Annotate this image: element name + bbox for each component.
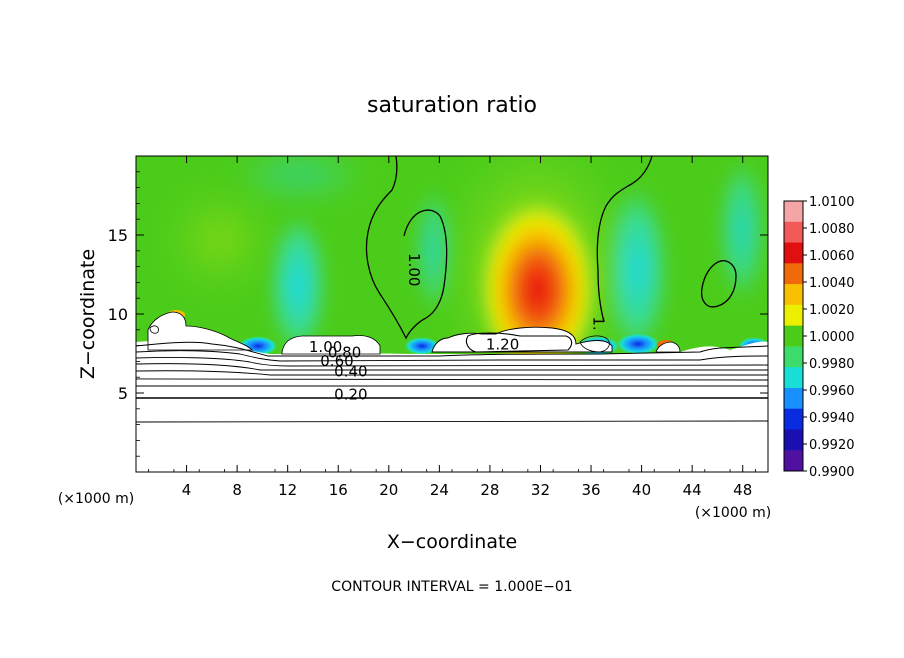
cloud-right (655, 341, 681, 353)
colorbar-band (784, 408, 803, 430)
colorbar-tick-label: 1.0040 (809, 276, 855, 291)
x-tick-label: 8 (232, 481, 242, 499)
colorbar-tick-label: 0.9960 (809, 384, 855, 399)
contour-label: 0.20 (334, 385, 367, 403)
plot-field: 1.001.000.800.600.400.201.201. (136, 156, 768, 472)
x-tick-label: 40 (632, 481, 651, 499)
cloud-left (147, 311, 253, 351)
contour-1-00-right (596, 156, 653, 323)
yellow-region-left (160, 180, 280, 300)
colorbar-tick-label: 1.0020 (809, 303, 855, 318)
colorbar-band (784, 263, 803, 285)
blue-spot-5 (404, 337, 440, 355)
contour-label: 1.00 (309, 338, 342, 356)
x-tick-label: 36 (581, 481, 600, 499)
contour-label: 1. (590, 316, 608, 330)
colorbar-band (784, 450, 803, 472)
contour-label: 0.40 (334, 362, 367, 380)
colorbar-tick-label: 1.0080 (809, 222, 855, 237)
colorbar-band (784, 429, 803, 451)
colorbar-tick-label: 1.0060 (809, 249, 855, 264)
contour-1-20-loop (465, 332, 573, 353)
y-axis: 5 10 15 (108, 171, 768, 457)
x-tick-label: 48 (733, 481, 752, 499)
colorbar: 1.0100 1.0080 1.0060 1.0040 1.0020 1.0000 0.99… (783, 195, 855, 480)
contour-0-80 (136, 350, 768, 362)
x-tick-label: 28 (480, 481, 499, 499)
y-tick-label: 10 (108, 305, 128, 324)
contour-0-70 (136, 357, 768, 367)
contour-lines (136, 156, 768, 423)
x-tick-label: 44 (683, 481, 702, 499)
contour-label: 1.20 (486, 336, 519, 354)
colorbar-tick-label: 1.0100 (809, 195, 855, 210)
chart-title: saturation ratio (367, 93, 537, 118)
cyan-region-top (230, 156, 370, 200)
x-axis-unit: (×1000 m) (695, 505, 771, 521)
cyan-region-far-right (716, 156, 768, 310)
contour-small-loops (149, 325, 610, 353)
subsaturated-region (136, 340, 768, 472)
contour-closed-right (700, 260, 737, 308)
contour-0-40 (136, 378, 768, 381)
contour-1-00-floor (136, 341, 768, 357)
colorbar-tick-label: 0.9940 (809, 411, 855, 426)
blue-spot-3 (616, 333, 660, 355)
x-tick-label: 16 (329, 481, 348, 499)
z-axis-unit: (×1000 m) (58, 491, 134, 507)
x-tick-label: 12 (278, 481, 297, 499)
x-tick-label: 20 (379, 481, 398, 499)
colorbar-band (784, 201, 803, 223)
contour-0-50 (136, 370, 768, 376)
colorbar-band (784, 284, 803, 306)
colorbar-band (784, 346, 803, 368)
contour-interval-note: CONTOUR INTERVAL = 1.000E−01 (331, 579, 572, 595)
contour-label: 0.80 (328, 343, 361, 361)
colorbar-band (784, 387, 803, 410)
colorbar-tick-label: 0.9980 (809, 357, 855, 372)
contour-labels: 1.001.000.800.600.400.201.201. (309, 253, 608, 403)
contour-label: 0.60 (320, 352, 353, 370)
colorbar-band (784, 242, 803, 264)
contour-0-60 (136, 363, 768, 371)
y-tick-label: 15 (108, 226, 128, 245)
colorbar-tick-label: 1.0000 (809, 330, 855, 345)
colorbar-band (784, 304, 803, 327)
colorbar-band (784, 367, 803, 389)
y-axis-title: Z−coordinate (77, 249, 99, 379)
contour-0-20 (136, 396, 768, 400)
x-tick-label: 32 (531, 481, 550, 499)
contour-label: 1.00 (405, 253, 423, 286)
colorbar-band (784, 221, 803, 244)
contour-1-00-left (365, 156, 448, 340)
x-tick-label: 4 (182, 481, 192, 499)
cyan-region-left (266, 205, 330, 365)
x-axis-title: X−coordinate (387, 531, 517, 553)
x-tick-label: 24 (430, 481, 449, 499)
y-tick-label: 5 (118, 384, 128, 403)
x-axis: 4 8 12 16 20 24 28 32 36 40 44 48 (148, 156, 756, 499)
colorbar-band (784, 325, 803, 347)
colorbar-tick-label: 0.9920 (809, 438, 855, 453)
cloud-mid (281, 335, 381, 355)
colorbar-tick-label: 0.9900 (809, 465, 855, 480)
